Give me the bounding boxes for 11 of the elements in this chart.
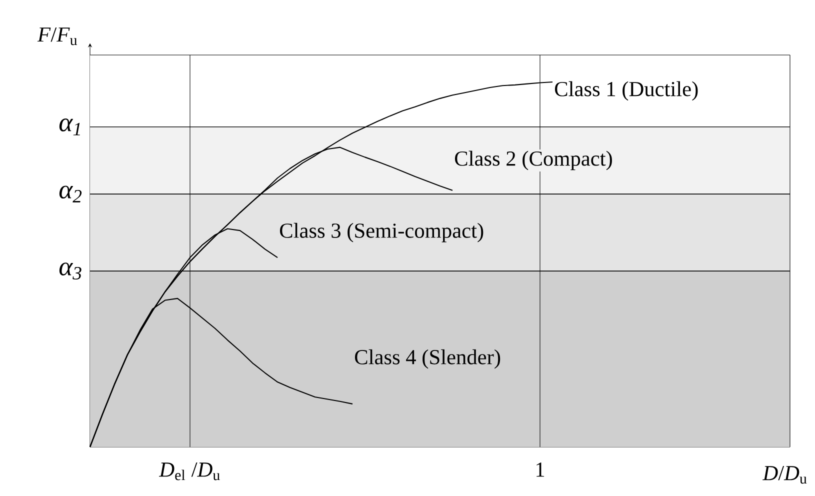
ref-line-label: α$_{3}$ — [59, 262, 82, 280]
band-label: Class 2 (Compact) — [454, 150, 612, 170]
ref-line-label: α$_{1}$ — [59, 118, 80, 136]
x-tick-label: 1 — [536, 462, 544, 477]
ref-line-label: α$_{2}$ — [59, 186, 82, 202]
band-label: Class 1 (Ductile) — [554, 81, 698, 101]
band-label: Class 3 (Semi-compact) — [280, 222, 484, 242]
x-axis-title: D/D$_{u}$ — [762, 466, 807, 484]
x-tick-label: D$_{el}$ /D$_{u}$ — [158, 462, 220, 480]
band-label: Class 4 (Slender) — [354, 349, 500, 369]
y-axis-title: F/F$_{u}$ — [37, 28, 78, 46]
